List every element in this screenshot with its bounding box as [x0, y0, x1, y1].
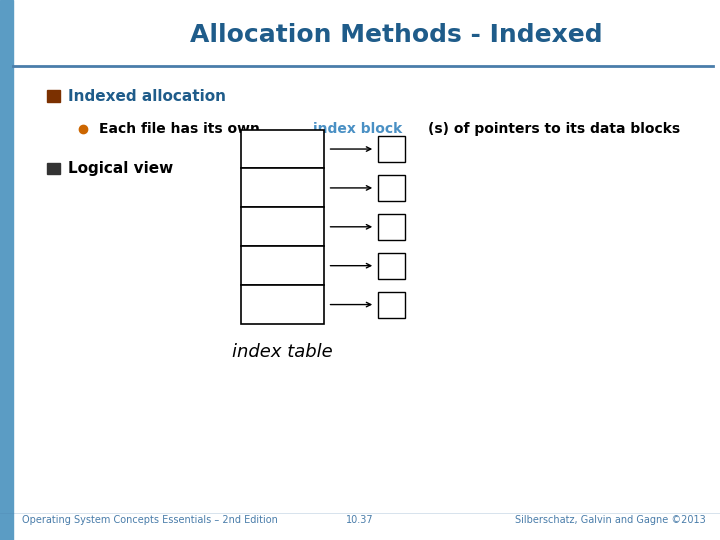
Text: index block: index block	[312, 122, 402, 136]
Bar	[241, 130, 324, 168]
Bar	[378, 292, 405, 318]
Text: Silberschatz, Galvin and Gagne ©2013: Silberschatz, Galvin and Gagne ©2013	[515, 515, 706, 525]
Text: index table: index table	[233, 343, 333, 361]
Bar	[0, 0, 13, 540]
Bar	[241, 207, 324, 246]
Bar	[241, 246, 324, 285]
Bar	[378, 253, 405, 279]
Bar	[241, 285, 324, 324]
Bar	[241, 168, 324, 207]
Bar	[378, 214, 405, 240]
Text: Operating System Concepts Essentials – 2nd Edition: Operating System Concepts Essentials – 2…	[22, 515, 277, 525]
Bar	[378, 136, 405, 162]
Text: (s) of pointers to its data blocks: (s) of pointers to its data blocks	[428, 122, 680, 136]
Text: Logical view: Logical view	[68, 161, 174, 176]
Text: Indexed allocation: Indexed allocation	[68, 89, 226, 104]
Bar	[47, 163, 60, 174]
Text: 10.37: 10.37	[346, 515, 374, 525]
Text: Each file has its own: Each file has its own	[99, 122, 264, 136]
Bar	[47, 90, 60, 102]
Text: Allocation Methods - Indexed: Allocation Methods - Indexed	[189, 23, 603, 47]
Bar	[378, 175, 405, 201]
